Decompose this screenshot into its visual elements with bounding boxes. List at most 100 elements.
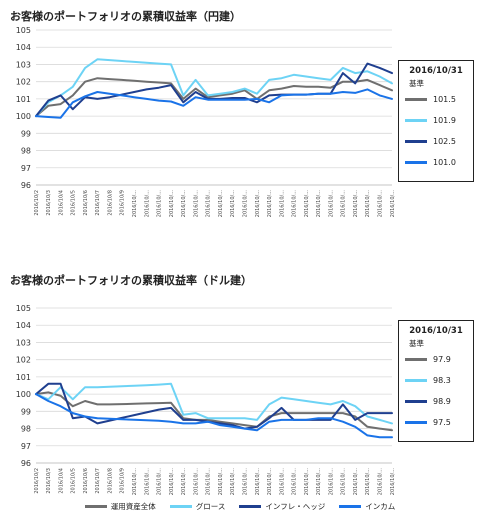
line-chart-yen: 96 97 98 99 100 101 102 103 104 105 2016/10/2 2016/… — [16, 26, 396, 218]
x-tick-label: 2016/10/4 — [58, 468, 64, 494]
series-line — [35, 391, 393, 432]
y-tick-label: 99 — [21, 129, 31, 138]
x-tick-label: 2016/10/... — [279, 190, 285, 218]
legend-value: 102.5 — [433, 137, 456, 146]
x-tick-label: 2016/10/8 — [107, 468, 113, 494]
y-tick-label: 98 — [21, 425, 31, 434]
series-line — [35, 58, 393, 118]
legend-date: 2016/10/31 — [409, 66, 463, 76]
x-tick-label: 2016/10/... — [206, 190, 212, 218]
legend-swatch — [405, 379, 427, 382]
series-legend: 運用資産全体 グロース インフレ・ヘッジ インカム — [0, 501, 480, 512]
legend-swatch — [405, 358, 427, 361]
legend-row: 102.5 — [399, 131, 473, 152]
y-tick-label: 103 — [16, 338, 31, 347]
legend-swatch — [405, 140, 427, 143]
y-tick-label: 96 — [21, 459, 31, 468]
legend-row: 101.9 — [399, 110, 473, 131]
series-line — [35, 77, 393, 118]
legend-swatch — [339, 505, 362, 508]
x-tick-label: 2016/10/... — [304, 468, 310, 496]
x-tick-label: 2016/10/2 — [34, 190, 40, 216]
x-tick-label: 2016/10/... — [181, 190, 187, 218]
x-tick-label: 2016/10/... — [328, 468, 334, 496]
x-tick-label: 2016/10/... — [144, 190, 150, 218]
chart-title: お客様のポートフォリオの累積収益率（円建） — [10, 10, 241, 23]
series-legend-item: 運用資産全体 — [84, 501, 156, 512]
x-tick-label: 2016/10/... — [132, 190, 138, 218]
x-tick-label: 2016/10/... — [242, 190, 248, 218]
legend-swatch — [405, 421, 427, 424]
x-tick-label: 2016/10/5 — [71, 190, 77, 216]
x-tick-label: 2016/10/... — [230, 190, 236, 218]
legend-swatch — [405, 161, 427, 164]
x-tick-label: 2016/10/6 — [83, 468, 89, 494]
x-tick-label: 2016/10/... — [353, 468, 359, 496]
y-tick-label: 99 — [21, 407, 31, 416]
legend-row: 101.0 — [399, 152, 473, 173]
legend-row: 98.9 — [399, 391, 473, 412]
legend-date: 2016/10/31 — [409, 326, 463, 336]
x-tick-label: 2016/10/... — [181, 468, 187, 496]
series-line — [35, 382, 393, 430]
x-tick-label: 2016/10/... — [193, 190, 199, 218]
series-line — [35, 382, 393, 425]
x-tick-label: 2016/10/... — [230, 468, 236, 496]
x-tick-label: 2016/10/6 — [83, 190, 89, 216]
x-tick-label: 2016/10/... — [206, 468, 212, 496]
legend-row: 97.5 — [399, 412, 473, 433]
legend-value: 101.5 — [433, 95, 456, 104]
x-tick-label: 2016/10/... — [169, 468, 175, 496]
x-tick-label: 2016/10/... — [279, 468, 285, 496]
x-tick-label: 2016/10/... — [267, 468, 273, 496]
legend-sub-label: 基準 — [409, 339, 424, 348]
y-tick-label: 104 — [16, 43, 31, 52]
legend-sub-label: 基準 — [409, 79, 424, 88]
x-tick-label: 2016/10/... — [218, 190, 224, 218]
series-legend-label: グロース — [195, 502, 226, 511]
chart-title: お客様のポートフォリオの累積収益率（ドル建） — [10, 274, 252, 287]
x-tick-label: 2016/10/9 — [120, 190, 126, 216]
x-tick-label: 2016/10/... — [218, 468, 224, 496]
x-tick-label: 2016/10/... — [242, 468, 248, 496]
x-tick-label: 2016/10/... — [255, 190, 261, 218]
x-tick-label: 2016/10/... — [341, 190, 347, 218]
legend-value: 101.0 — [433, 158, 456, 167]
legend-value: 101.9 — [433, 116, 456, 125]
y-tick-label: 97 — [21, 442, 31, 451]
x-tick-label: 2016/10/3 — [46, 468, 52, 494]
y-tick-label: 97 — [21, 164, 31, 173]
x-tick-label: 2016/10/... — [157, 468, 163, 496]
legend-value: 98.3 — [433, 376, 451, 385]
x-tick-label: 2016/10/... — [353, 190, 359, 218]
legend-swatch — [169, 505, 192, 508]
x-tick-label: 2016/10/... — [378, 190, 384, 218]
series-legend-label: インフレ・ヘッジ — [265, 502, 326, 511]
x-tick-label: 2016/10/7 — [95, 468, 101, 494]
x-tick-label: 2016/10/... — [365, 468, 371, 496]
y-tick-label: 100 — [16, 112, 31, 121]
x-tick-label: 2016/10/... — [316, 190, 322, 218]
x-tick-label: 2016/10/... — [292, 468, 298, 496]
chart-panel-dollar: お客様のポートフォリオの累積収益率（ドル建） 96 97 98 99 100 101 102… — [0, 262, 480, 502]
legend-value: 97.9 — [433, 355, 451, 364]
y-tick-label: 101 — [16, 95, 31, 104]
x-tick-label: 2016/10/... — [144, 468, 150, 496]
x-tick-label: 2016/10/2 — [34, 468, 40, 494]
x-tick-label: 2016/10/3 — [46, 190, 52, 216]
y-tick-label: 98 — [21, 147, 31, 156]
y-tick-label: 96 — [21, 181, 31, 190]
x-tick-label: 2016/10/... — [292, 190, 298, 218]
legend-value: 97.5 — [433, 418, 451, 427]
x-tick-label: 2016/10/... — [390, 190, 396, 218]
x-tick-label: 2016/10/... — [169, 190, 175, 218]
legend-value: 98.9 — [433, 397, 451, 406]
chart-panel-yen: お客様のポートフォリオの累積収益率（円建） 96 97 98 99 100 101 102 1… — [0, 0, 480, 250]
x-tick-label: 2016/10/8 — [107, 190, 113, 216]
value-legend-box: 2016/10/31 基準 97.9 98.3 98.9 97.5 — [398, 320, 474, 442]
line-chart-dollar: 96 97 98 99 100 101 102 103 104 105 2016/10/2 2016/… — [16, 304, 396, 496]
legend-row: 101.5 — [399, 89, 473, 110]
series-line — [35, 88, 393, 119]
x-tick-label: 2016/10/... — [316, 468, 322, 496]
y-tick-label: 105 — [16, 304, 31, 313]
